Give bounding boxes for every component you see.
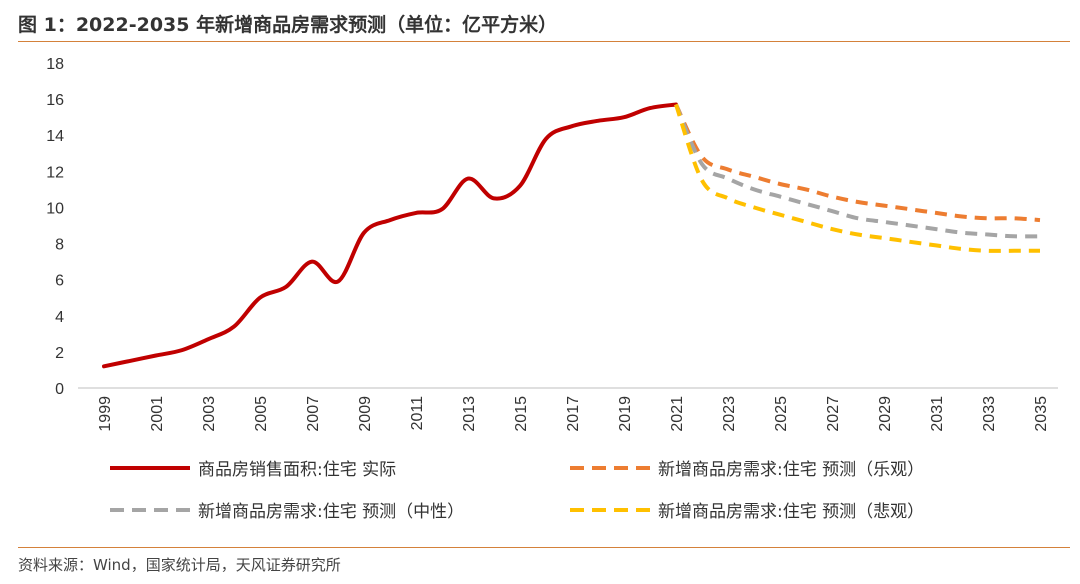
x-tick-label: 2031 (929, 396, 946, 432)
x-tick-label: 2001 (149, 396, 166, 432)
y-tick-label: 12 (46, 164, 64, 181)
x-tick-label: 2021 (669, 396, 686, 432)
x-tick-label: 2019 (617, 396, 634, 432)
x-tick-label: 2011 (409, 396, 426, 431)
chart-title: 图 1：2022-2035 年新增商品房需求预测（单位：亿平方米） (18, 14, 558, 36)
x-tick-label: 2003 (201, 396, 218, 432)
line-chart: 0 2 4 6 8 10 12 14 16 18 1999 2001 2003 2005 2007 2009… (46, 56, 1058, 432)
x-tick-label: 2029 (877, 396, 894, 432)
footer-divider (18, 547, 1070, 548)
x-tick-label: 2033 (981, 396, 998, 432)
y-tick-label: 0 (55, 381, 64, 398)
y-tick-label: 4 (55, 309, 64, 326)
y-tick-label: 8 (55, 237, 64, 254)
y-axis-ticks: 0 2 4 6 8 10 12 14 16 18 (46, 56, 64, 398)
x-tick-label: 2007 (305, 396, 322, 432)
legend-item-actual: 商品房销售面积:住宅 实际 (110, 455, 396, 480)
y-tick-label: 18 (46, 56, 64, 73)
source-note: 资料来源：Wind，国家统计局，天风证券研究所 (18, 556, 341, 574)
legend-swatch-neutral (110, 507, 190, 512)
series-lines (102, 102, 1041, 369)
legend-item-optimistic: 新增商品房需求:住宅 预测（乐观） (570, 455, 924, 480)
x-tick-label: 2017 (565, 396, 582, 432)
y-tick-label: 6 (55, 273, 64, 290)
x-tick-label: 1999 (97, 396, 114, 432)
legend-label-actual: 商品房销售面积:住宅 实际 (198, 460, 397, 480)
legend-item-neutral: 新增商品房需求:住宅 预测（中性） (110, 497, 464, 522)
x-tick-label: 2013 (461, 396, 478, 432)
series-line-neutral (674, 103, 1041, 239)
x-axis-ticks: 1999 2001 2003 2005 2007 2009 2011 2013 2015 2017… (97, 396, 1050, 432)
y-tick-label: 10 (46, 200, 64, 217)
legend-label-neutral: 新增商品房需求:住宅 预测（中性） (198, 502, 465, 522)
legend-swatch-optimistic (570, 465, 650, 470)
x-tick-label: 2025 (773, 396, 790, 432)
legend-label-pessimistic: 新增商品房需求:住宅 预测（悲观） (658, 502, 925, 522)
x-tick-label: 2035 (1033, 396, 1050, 432)
series-line-optimistic (674, 103, 1041, 223)
x-tick-label: 2023 (721, 396, 738, 432)
legend-item-pessimistic: 新增商品房需求:住宅 预测（悲观） (570, 497, 924, 522)
x-tick-label: 2005 (253, 396, 270, 432)
y-tick-label: 2 (55, 345, 64, 362)
x-tick-label: 2027 (825, 396, 842, 432)
y-tick-label: 16 (46, 92, 64, 109)
title-divider (18, 41, 1070, 42)
y-tick-label: 14 (46, 128, 64, 145)
x-tick-label: 2009 (357, 396, 374, 432)
series-line-pessimistic (674, 103, 1040, 253)
legend-label-optimistic: 新增商品房需求:住宅 预测（乐观） (658, 460, 925, 480)
x-tick-label: 2015 (513, 396, 530, 432)
series-line-actual (102, 102, 678, 369)
legend-swatch-actual (110, 465, 190, 470)
legend-swatch-pessimistic (570, 507, 650, 512)
